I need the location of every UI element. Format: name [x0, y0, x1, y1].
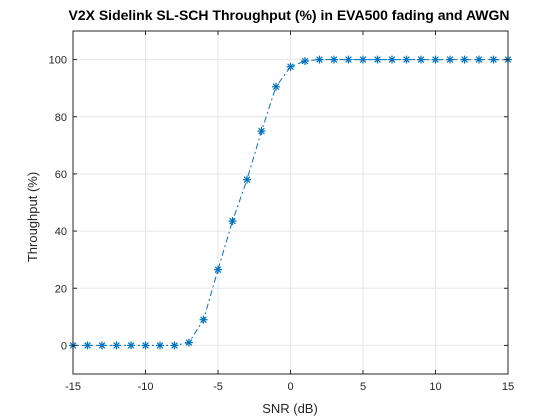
- y-tick-label: 0: [61, 340, 67, 352]
- chart-title: V2X Sidelink SL-SCH Throughput (%) in EV…: [68, 7, 509, 23]
- data-point-marker: [402, 55, 411, 64]
- x-tick-label: -5: [213, 381, 223, 393]
- data-point-marker: [141, 341, 150, 350]
- y-tick-label: 40: [55, 226, 67, 238]
- data-point-marker: [98, 341, 106, 350]
- x-tick-label: 0: [287, 381, 293, 393]
- data-point-marker: [359, 55, 367, 64]
- data-point-marker: [272, 82, 280, 91]
- data-point-marker: [417, 55, 425, 64]
- x-tick-label: 10: [429, 381, 441, 393]
- data-point-marker: [170, 341, 179, 350]
- x-tick-label: -15: [65, 381, 81, 393]
- x-tick-label: 5: [360, 381, 366, 393]
- data-point-marker: [127, 341, 135, 350]
- y-tick-label: 80: [55, 112, 67, 124]
- data-point-marker: [214, 265, 222, 274]
- data-point-marker: [156, 341, 164, 350]
- axis-ticks: -15 -10 -5 0 5 10 15 0 20 40 60 80 100: [49, 31, 514, 393]
- data-point-marker: [315, 55, 324, 64]
- data-point-marker: [83, 341, 92, 350]
- data-point-marker: [373, 55, 382, 64]
- y-tick-label: 60: [55, 169, 67, 181]
- data-point-marker: [286, 62, 295, 71]
- data-point-marker: [185, 338, 193, 347]
- data-point-marker: [388, 55, 396, 64]
- data-point-marker: [228, 217, 237, 226]
- data-point-marker: [199, 315, 208, 324]
- x-axis-label: SNR (dB): [262, 401, 318, 416]
- data-point-marker: [257, 127, 266, 136]
- data-point-marker: [475, 55, 483, 64]
- data-point-marker: [460, 55, 469, 64]
- x-tick-label: 15: [502, 381, 514, 393]
- data-series: [69, 55, 512, 350]
- data-point-marker: [446, 55, 454, 64]
- data-point-marker: [243, 175, 251, 184]
- data-point-marker: [330, 55, 338, 64]
- data-point-marker: [112, 341, 121, 350]
- data-point-marker: [489, 55, 498, 64]
- x-tick-label: -10: [138, 381, 154, 393]
- y-tick-label: 100: [49, 55, 67, 67]
- y-axis-label: Throughput (%): [25, 172, 40, 262]
- data-point-marker: [301, 57, 309, 66]
- data-point-marker: [431, 55, 440, 64]
- data-point-marker: [344, 55, 353, 64]
- y-tick-label: 20: [55, 283, 67, 295]
